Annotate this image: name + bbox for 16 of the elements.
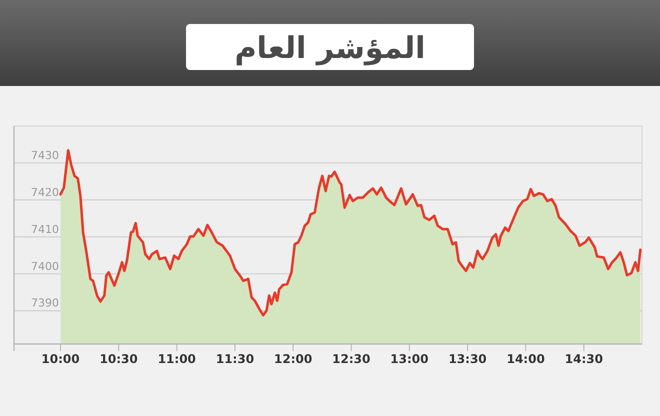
x-tick-label: 11:00 xyxy=(158,352,196,366)
chart-title: المؤشر العام xyxy=(234,31,426,66)
x-tick-label: 12:00 xyxy=(274,352,312,366)
x-tick-label: 12:30 xyxy=(332,352,370,366)
y-tick-label: 7410 xyxy=(31,222,59,236)
x-tick-label: 11:30 xyxy=(216,352,254,366)
x-tick-label: 14:30 xyxy=(564,352,603,366)
x-tick-label: 13:00 xyxy=(390,352,429,366)
x-tick-label: 10:30 xyxy=(100,352,138,366)
y-tick-label: 7400 xyxy=(31,260,59,273)
x-tick-label: 10:00 xyxy=(41,352,80,366)
x-tick-label: 13:30 xyxy=(448,352,487,366)
y-tick-label: 7390 xyxy=(31,296,59,310)
y-tick-label: 7430 xyxy=(31,148,59,162)
x-tick-label: 14:00 xyxy=(506,352,545,366)
y-tick-label: 7420 xyxy=(31,186,59,199)
